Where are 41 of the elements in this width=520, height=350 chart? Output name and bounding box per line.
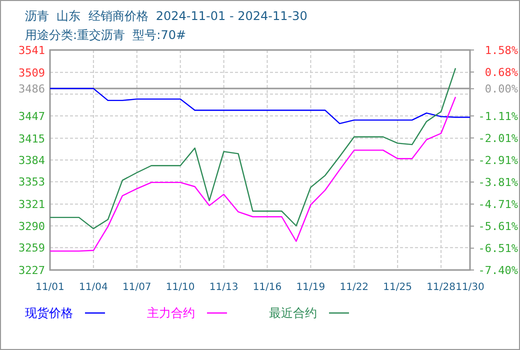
y-tick-label: 3384 <box>18 154 46 167</box>
y2-tick-label: -1.11% <box>478 110 518 123</box>
x-tick-label: 11/13 <box>209 282 238 293</box>
y-tick-label: 3415 <box>18 132 45 146</box>
y2-tick-label: -5.61% <box>478 220 518 234</box>
y-tick-label: 3486 <box>18 82 45 96</box>
y-tick-label: 3259 <box>18 242 45 255</box>
y2-tick-label: 0.00% <box>484 82 518 96</box>
x-tick-label: 11/30 <box>456 282 484 293</box>
x-tick-label: 11/01 <box>36 282 64 293</box>
x-tick-label: 11/04 <box>79 282 108 293</box>
chart-subtitle: 用途分类:重交沥青 型号:70# <box>25 28 186 42</box>
line-series <box>49 68 456 230</box>
y-tick-label: 3541 <box>18 44 45 57</box>
y-tick-label: 3290 <box>18 220 45 233</box>
x-tick-label: 11/19 <box>296 282 326 293</box>
y-tick-label: 3447 <box>18 110 45 123</box>
y-tick-label: 3353 <box>18 176 45 189</box>
y2-tick-label: -2.01% <box>478 132 518 145</box>
x-tick-label: 11/28 <box>426 282 456 293</box>
x-tick-label: 11/22 <box>340 282 369 293</box>
x-tick-label: 11/07 <box>122 282 152 293</box>
y-tick-label: 3321 <box>18 198 45 212</box>
legend-label: 现货价格 <box>25 306 73 320</box>
y2-tick-label: -2.91% <box>478 154 518 167</box>
y2-tick-label: -7.40% <box>478 264 518 277</box>
x-tick-label: 11/10 <box>166 282 195 293</box>
y2-tick-label: -6.51% <box>478 242 518 256</box>
y-tick-label: 3509 <box>18 66 45 80</box>
legend-label: 最近合约 <box>269 306 317 320</box>
y2-tick-label: -4.71% <box>478 198 518 212</box>
line-series <box>49 88 471 124</box>
chart-title: 沥青 山东 经销商价格 2024-11-01 - 2024-11-30 <box>25 9 308 23</box>
x-tick-label: 11/16 <box>252 282 282 293</box>
line-series <box>49 96 456 252</box>
y2-tick-label: 0.68% <box>484 66 518 80</box>
x-tick-label: 11/25 <box>383 282 412 293</box>
y2-tick-label: 1.58% <box>484 44 518 57</box>
y2-tick-label: -3.81% <box>478 176 518 190</box>
legend-label: 主力合约 <box>147 306 195 320</box>
y-tick-label: 3227 <box>18 264 45 277</box>
